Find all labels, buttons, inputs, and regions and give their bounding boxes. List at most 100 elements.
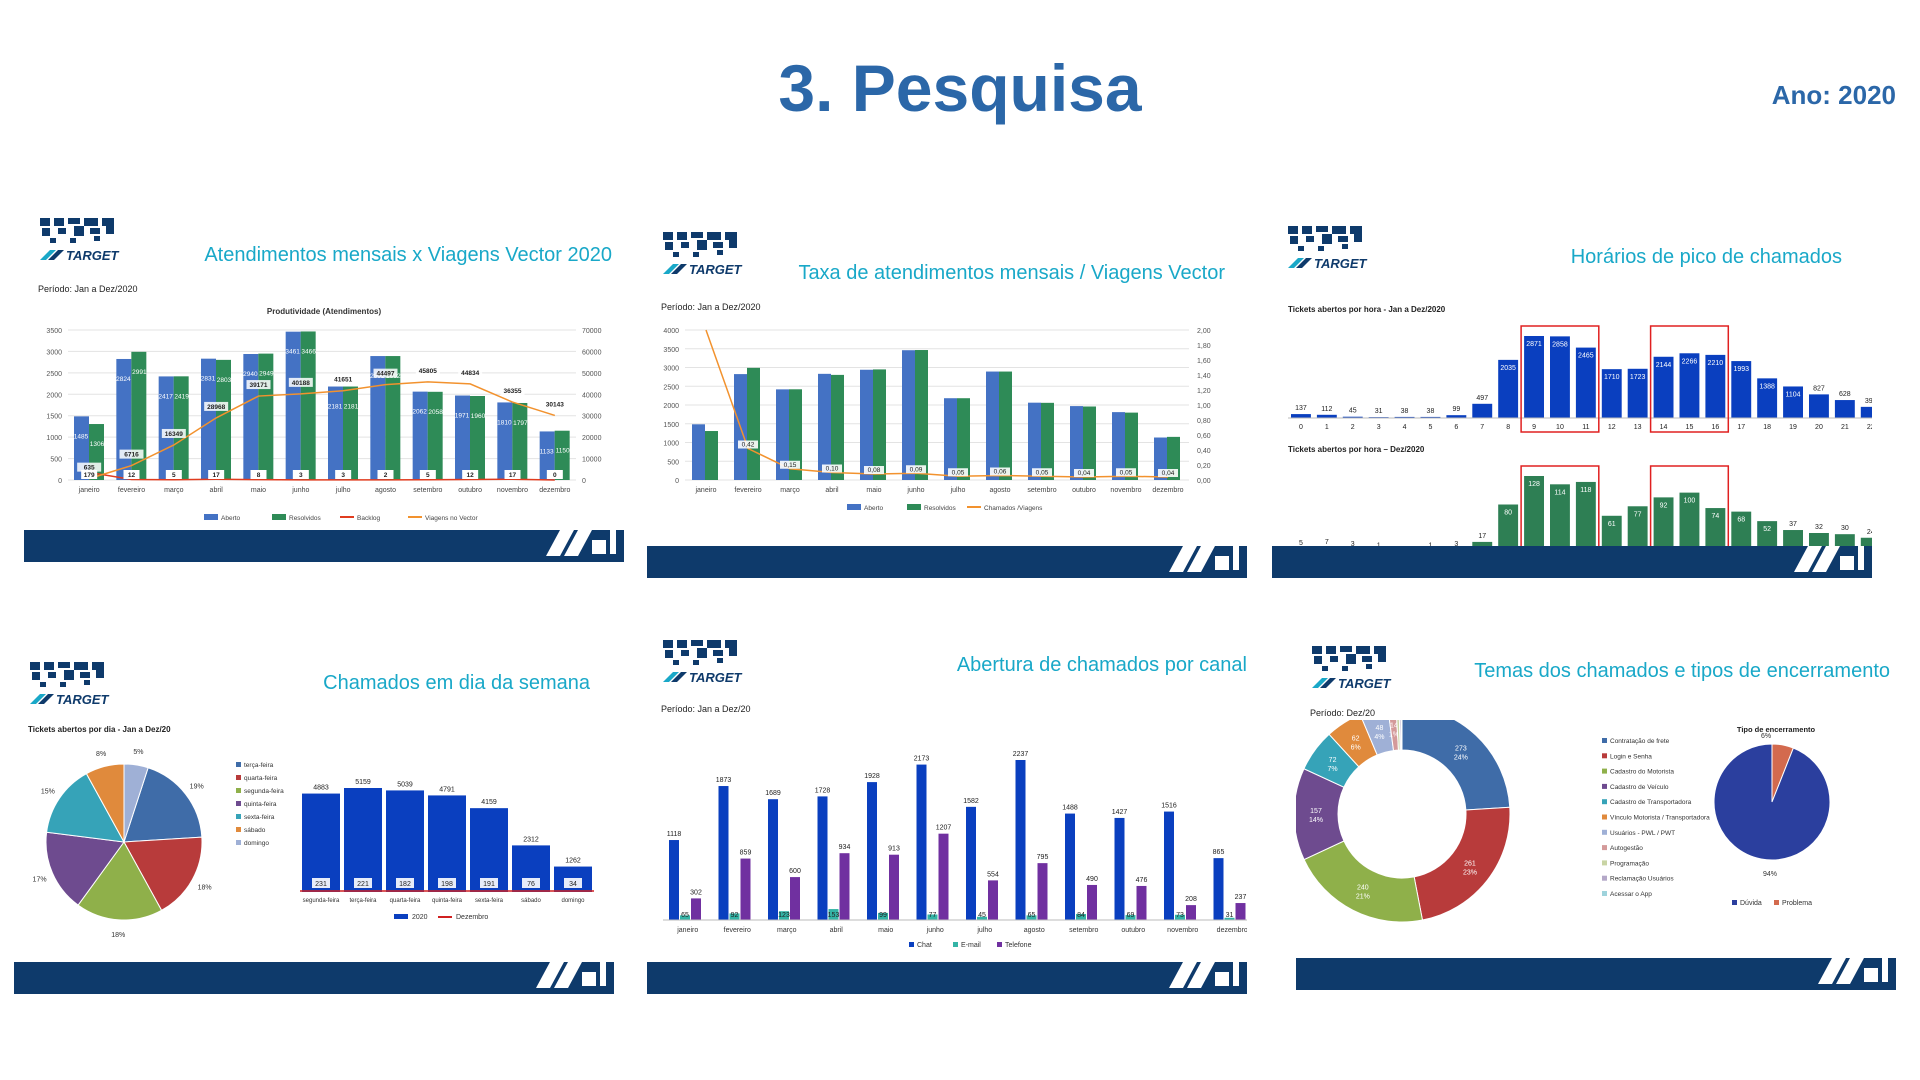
x-tick: 11 [1582, 424, 1589, 431]
bar-telefone [988, 880, 998, 920]
legend-swatch [1602, 829, 1607, 835]
x-tick: 7 [1480, 424, 1484, 431]
x-tick: janeiro [78, 487, 100, 494]
label-hour: 2858 [1552, 341, 1568, 348]
legend-swatch [1602, 860, 1607, 866]
bar-hour [1420, 416, 1441, 418]
label-resolvidos: 2991 [132, 369, 147, 376]
bar-resolvidos [999, 371, 1012, 480]
x-tick: 19 [1789, 424, 1797, 431]
x-tick: dezembro [1152, 487, 1183, 494]
y2-tick: 2,00 [1197, 328, 1211, 335]
bar-aberto [285, 331, 301, 480]
panel-title: Chamados em dia da semana [323, 672, 590, 694]
bar-hour [1809, 394, 1829, 418]
y2-tick: 1,20 [1197, 388, 1211, 395]
label-hour: 45 [1349, 408, 1357, 415]
label-bg [377, 470, 394, 479]
bar-hour [1679, 492, 1700, 552]
label-2020: 1262 [565, 858, 581, 865]
donut-label-value: 48 [1376, 725, 1384, 732]
bar-e-mail [729, 913, 740, 920]
x-tick: 14 [1660, 424, 1668, 431]
legend-label: Chat [917, 942, 932, 949]
donut-label-pct: 23% [1463, 870, 1477, 877]
footer-shape [1840, 556, 1854, 570]
x-tick: outubro [1072, 487, 1096, 494]
donut-label-pct: 7% [1328, 766, 1338, 773]
panel-title: Horários de pico de chamados [1570, 246, 1842, 268]
x-tick: outubro [458, 487, 482, 494]
bar-resolvidos [131, 351, 147, 480]
pie-label: 6% [1761, 733, 1771, 740]
logo-block [665, 650, 673, 658]
label-backlog: 5 [426, 472, 430, 479]
legend-swatch [1602, 814, 1607, 820]
x-tick: fevereiro [724, 927, 751, 934]
label-chat: 1427 [1112, 809, 1128, 816]
label-hour: 24 [1867, 529, 1872, 536]
y-tick: 500 [667, 459, 679, 466]
logo-block [1346, 654, 1356, 664]
pie-label: 15% [41, 788, 55, 795]
label-hour: 2266 [1682, 358, 1698, 365]
label-hour: 2035 [1500, 365, 1516, 372]
footer-shape [536, 962, 564, 988]
logo-block [697, 240, 707, 250]
pie-slice [77, 841, 163, 921]
label-hour: 38 [1427, 408, 1435, 415]
label-bg [165, 470, 182, 479]
label-ratio: 0,05 [1120, 469, 1133, 476]
x-tick: março [780, 487, 800, 494]
logo-block [48, 672, 56, 678]
logo-block [84, 218, 98, 226]
footer-shape [1233, 962, 1239, 986]
bar-aberto [1070, 406, 1083, 480]
x-tick: terça-feira [349, 898, 377, 904]
logo-block [70, 238, 76, 243]
y-tick: 1000 [663, 441, 679, 448]
x-tick: março [164, 487, 184, 494]
logo-text: TARGET [1338, 676, 1392, 691]
legend-label: Login e Senha [1610, 753, 1652, 760]
bar-hour [1757, 521, 1778, 552]
label-telefone: 554 [987, 871, 999, 878]
legend-label: Viagens no Vector [425, 515, 478, 522]
label-viagens: 44497 [376, 371, 394, 378]
bar-hour [1601, 369, 1622, 418]
x-tick: abril [825, 487, 839, 494]
logo-block [40, 682, 46, 687]
legend-swatch [204, 514, 218, 520]
label-e-mail: 31 [1226, 912, 1234, 919]
x-tick: novembro [1110, 487, 1141, 494]
footer-shape [1836, 958, 1864, 984]
footer-shape [582, 972, 596, 986]
footer-shape [564, 530, 592, 556]
label-bg [123, 470, 140, 479]
x-tick: maio [878, 927, 893, 934]
label-chat: 2173 [914, 756, 930, 763]
chart-temas: 273 24% 261 23% 240 21% 157 14% 72 7% 62 6% 48 4% 14 1%… [1296, 720, 1831, 923]
legend-label: Chamados /Viagens [984, 505, 1043, 512]
label-resolvidos: 1306 [90, 441, 105, 448]
label-hour: 1388 [1759, 383, 1775, 390]
logo-block [74, 226, 84, 236]
legend-swatch [1602, 738, 1607, 743]
bar-hour [1834, 400, 1855, 418]
label-bg [500, 386, 525, 396]
label-bg [373, 368, 398, 378]
legend-swatch [1602, 768, 1607, 774]
label-resolvidos: 2949 [259, 371, 274, 378]
bar-resolvidos [831, 374, 844, 480]
label-backlog: 12 [128, 472, 136, 479]
label-2020: 5039 [397, 781, 413, 788]
label-bg [906, 465, 926, 474]
panel-footer [1296, 958, 1896, 990]
chart-subtitle: Tickets abertos por dia - Jan a Dez/20 [28, 725, 171, 734]
bar-hour [1860, 406, 1872, 418]
label-resolvidos: 2803 [217, 377, 232, 384]
donut-label-value: 72 [1329, 757, 1337, 764]
logo-block [1356, 646, 1370, 654]
label-dezembro: 191 [483, 881, 495, 888]
